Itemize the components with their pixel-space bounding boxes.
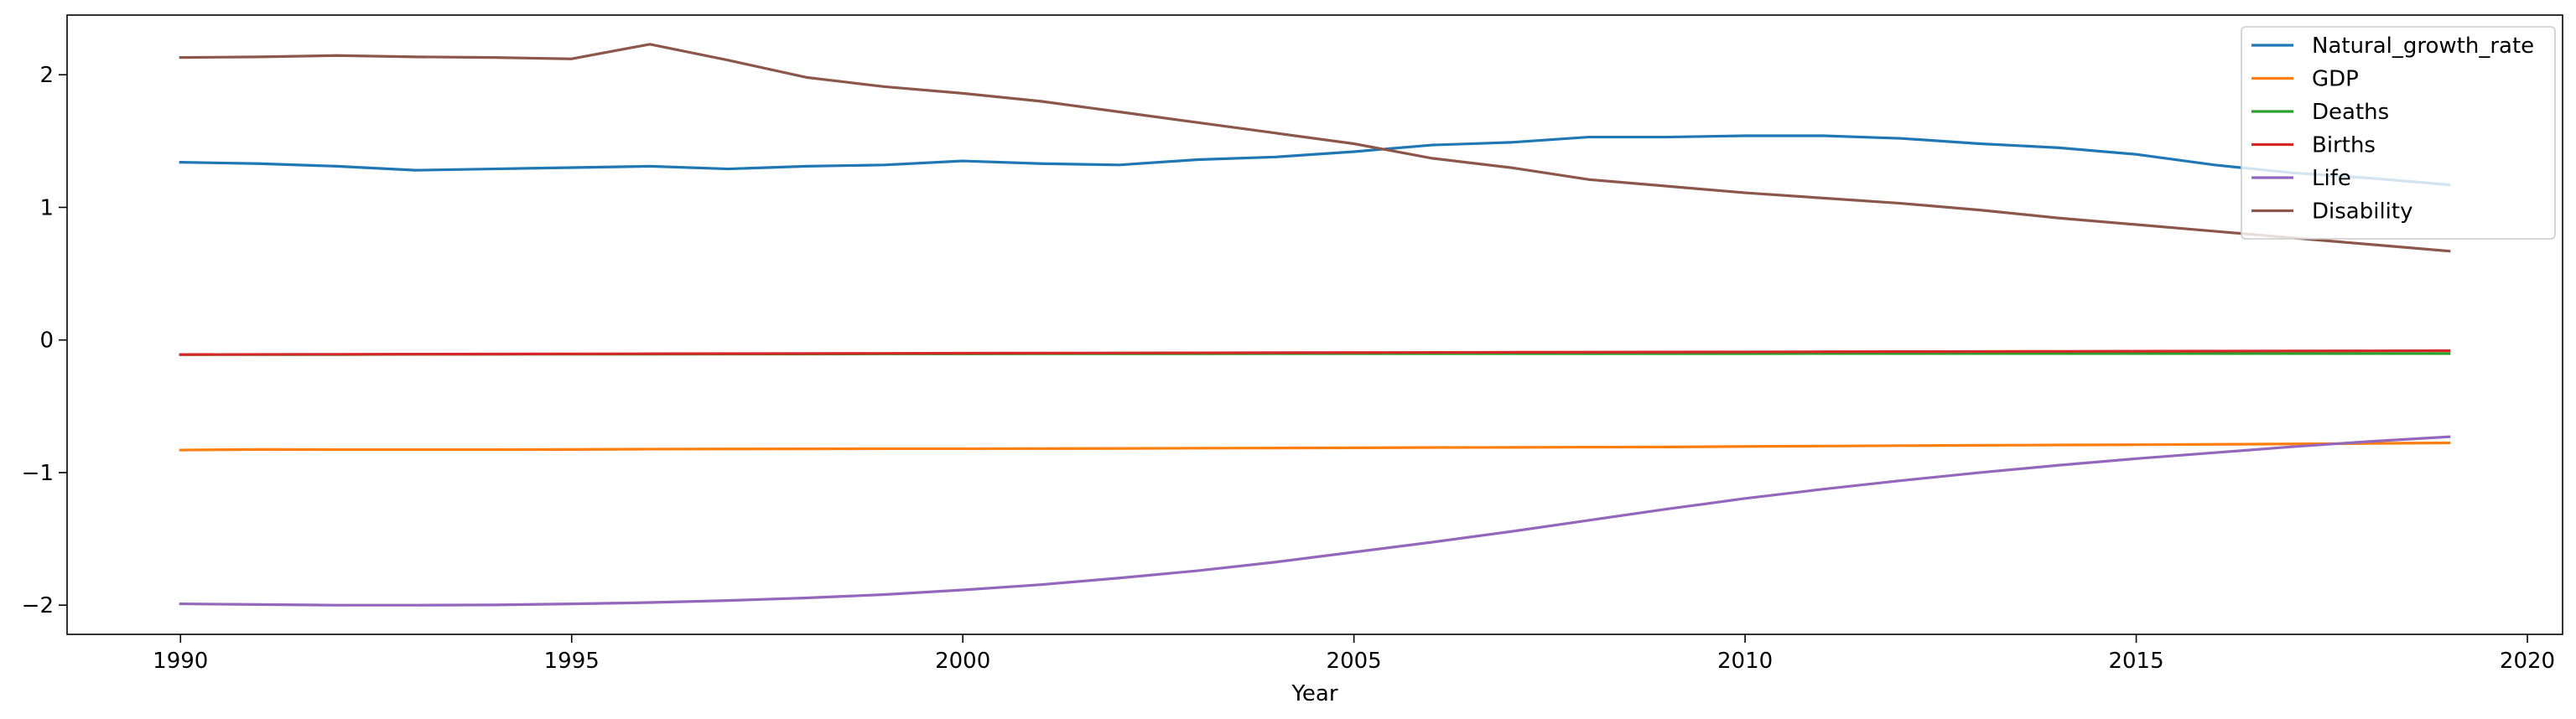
x-tick-label: 2005 [1327,649,1382,674]
y-tick-label: 2 [39,63,54,88]
y-tick-label: 0 [39,328,54,354]
y-tick-label: −2 [22,593,54,618]
legend-label: Natural_growth_rate [2312,34,2534,59]
legend: Natural_growth_rate GDP Deaths Births Life Di… [2241,26,2556,240]
legend-box [2241,26,2556,240]
x-tick-label: 2000 [935,649,990,674]
legend-label: Deaths [2312,100,2389,125]
plot-frame [66,14,2563,635]
x-tick-label: 1990 [153,649,208,674]
x-tick-label: 1995 [544,649,600,674]
legend-label: Disability [2312,199,2412,225]
legend-label: GDP [2312,67,2359,92]
series-line-births [179,349,2451,356]
y-axis: −2 −1 0 1 2 [22,63,67,618]
series-layer [179,43,2451,607]
y-tick-label: −1 [22,461,54,486]
legend-label: Life [2312,166,2351,191]
y-tick-label: 1 [39,195,54,220]
x-tick-label: 2020 [2500,649,2555,674]
series-line-life [179,435,2451,607]
x-tick-label: 2015 [2108,649,2163,674]
legend-label: Births [2312,133,2376,158]
x-axis: 1990 1995 2000 2005 2010 2015 2020 [153,634,2555,674]
series-line-natural-growth-rate [179,134,2451,187]
x-tick-label: 2010 [1717,649,1773,674]
series-line-disability [179,43,2451,253]
x-axis-title: Year [1291,681,1337,706]
series-line-gdp [179,441,2451,452]
